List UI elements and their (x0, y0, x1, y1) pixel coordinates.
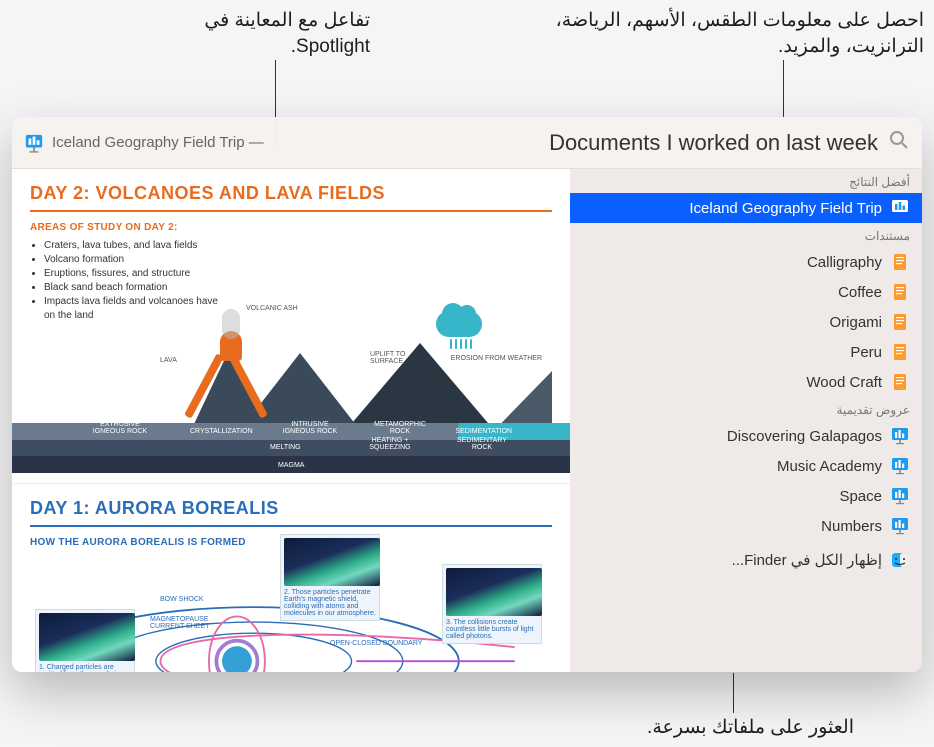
aurora-caption-2: 2. Those particles penetrate Earth's mag… (280, 534, 380, 621)
section-documents: مستندات (570, 223, 922, 247)
top-hit-thumb-title: Iceland Geography Field Trip — (52, 134, 264, 151)
result-label: Wood Craft (806, 374, 882, 391)
search-icon (888, 129, 910, 156)
aurora-photo (284, 538, 380, 586)
diagram-label: UPLIFT TO SURFACE (370, 351, 410, 365)
finder-icon (890, 550, 910, 570)
search-query[interactable]: Documents I worked on last week (264, 130, 888, 156)
aurora-caption-3: 3. The collisions create countless littl… (442, 564, 542, 644)
preview-slide-day2: DAY 2: VOLCANOES AND LAVA FIELDS AREAS O… (12, 169, 570, 484)
result-label: Space (839, 488, 882, 505)
result-presentation[interactable]: Space (570, 481, 922, 511)
pages-icon (890, 282, 910, 302)
callout-line (783, 60, 784, 118)
show-all-in-finder[interactable]: إظهار الكل في Finder... (570, 545, 922, 575)
diagram-label: INTRUSIVE IGNEOUS ROCK (275, 421, 345, 435)
diagram-label: MAGNETOPAUSE CURRENT SHEET (150, 616, 220, 630)
diagram-label: EXTRUSIVE IGNEOUS ROCK (90, 421, 150, 435)
result-label: Numbers (821, 518, 882, 535)
slide-title: DAY 1: AURORA BOREALIS (30, 498, 552, 519)
result-document[interactable]: Wood Craft (570, 367, 922, 397)
pages-icon (890, 312, 910, 332)
slide-subtitle: AREAS OF STUDY ON DAY 2: (30, 222, 552, 233)
diagram-label: MELTING (270, 444, 301, 451)
result-label: Coffee (838, 284, 882, 301)
volcano-diagram: VOLCANIC ASH LAVA UPLIFT TO SURFACE EROS… (30, 305, 552, 473)
diagram-label: SEDIMENTATION (455, 428, 512, 435)
diagram-label: EROSION FROM WEATHER (451, 355, 542, 362)
callout-preview-interact: تفاعل مع المعاينة في Spotlight. (120, 8, 370, 59)
spotlight-search-bar: Iceland Geography Field Trip — Documents… (12, 117, 922, 169)
cloud-icon (436, 311, 482, 337)
result-presentation[interactable]: Discovering Galapagos (570, 421, 922, 451)
result-label: Iceland Geography Field Trip (689, 200, 882, 217)
aurora-caption-1: 1. Charged particles are emitted from th… (35, 609, 135, 672)
result-label: Calligraphy (807, 254, 882, 271)
spotlight-window: Iceland Geography Field Trip — Documents… (12, 117, 922, 672)
result-document[interactable]: Origami (570, 307, 922, 337)
result-top-hit[interactable]: Iceland Geography Field Trip (570, 193, 922, 223)
top-hit-thumb[interactable]: Iceland Geography Field Trip — (24, 133, 264, 153)
diagram-label: MAGMA (278, 462, 304, 469)
pages-icon (890, 342, 910, 362)
diagram-label: OPEN-CLOSED BOUNDARY (330, 640, 422, 647)
diagram-label: METAMORPHIC ROCK (370, 421, 430, 435)
diagram-label: LAVA (160, 357, 177, 364)
section-presentations: عروض تقديمية (570, 397, 922, 421)
result-presentation[interactable]: Numbers (570, 511, 922, 541)
preview-slide-day1: DAY 1: AURORA BOREALIS HOW THE AURORA BO… (12, 484, 570, 672)
result-label: Peru (850, 344, 882, 361)
result-label: Music Academy (777, 458, 882, 475)
slide-title: DAY 2: VOLCANOES AND LAVA FIELDS (30, 183, 552, 204)
result-label: Discovering Galapagos (727, 428, 882, 445)
keynote-icon (890, 486, 910, 506)
diagram-label: CRYSTALLIZATION (190, 428, 253, 435)
callout-weather-info: احصل على معلومات الطقس، الأسهم، الرياضة،… (504, 8, 924, 59)
result-label: إظهار الكل في Finder... (732, 551, 882, 569)
pages-icon (890, 252, 910, 272)
keynote-icon (890, 198, 910, 218)
result-document[interactable]: Peru (570, 337, 922, 367)
diagram-label: VOLCANIC ASH (246, 305, 298, 312)
aurora-photo (446, 568, 542, 616)
results-list: أفضل النتائج Iceland Geography Field Tri… (570, 169, 922, 672)
result-label: Origami (829, 314, 882, 331)
keynote-icon (890, 426, 910, 446)
aurora-diagram: 1. Charged particles are emitted from th… (30, 554, 552, 672)
slide-divider (30, 210, 552, 212)
diagram-label: HEATING + SQUEEZING (360, 437, 420, 451)
callout-line (733, 673, 734, 713)
pages-icon (890, 372, 910, 392)
result-presentation[interactable]: Music Academy (570, 451, 922, 481)
diagram-label: BOW SHOCK (160, 596, 204, 603)
result-document[interactable]: Coffee (570, 277, 922, 307)
keynote-icon (890, 456, 910, 476)
result-document[interactable]: Calligraphy (570, 247, 922, 277)
aurora-photo (39, 613, 135, 661)
slide-divider (30, 525, 552, 527)
section-top-hits: أفضل النتائج (570, 169, 922, 193)
callout-find-files: العثور على ملفاتك بسرعة. (604, 715, 854, 741)
diagram-label: SEDIMENTARY ROCK (452, 437, 512, 451)
keynote-icon (890, 516, 910, 536)
keynote-icon (24, 133, 44, 153)
preview-pane[interactable]: DAY 2: VOLCANOES AND LAVA FIELDS AREAS O… (12, 169, 570, 672)
